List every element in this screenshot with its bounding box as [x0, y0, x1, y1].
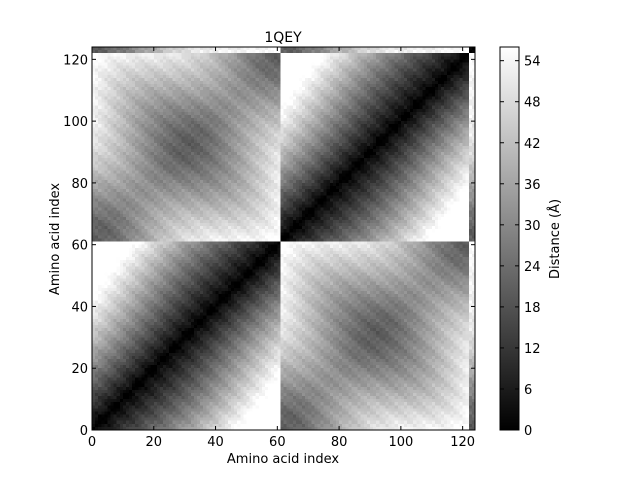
x-axis: 0 20 40 60 80 100 120 — [88, 47, 475, 450]
y-tick-label: 80 — [71, 177, 88, 192]
x-axis-label: Amino acid index — [227, 452, 339, 467]
colorbar-tick-label: 12 — [524, 342, 541, 357]
x-tick-label: 0 — [88, 435, 96, 450]
y-tick-label: 20 — [71, 362, 88, 377]
y-tick-label: 60 — [71, 239, 88, 254]
x-tick-label: 60 — [269, 435, 286, 450]
heatmap-plot-area — [92, 47, 475, 430]
x-tick-label: 20 — [146, 435, 163, 450]
colorbar-tick-label: 0 — [524, 424, 532, 439]
colorbar — [499, 46, 520, 431]
x-tick-label: 120 — [450, 435, 475, 450]
colorbar-tick-label: 48 — [524, 96, 541, 111]
heatmap-image — [92, 47, 475, 430]
chart-title: 1QEY — [264, 30, 302, 46]
y-tick-label: 100 — [63, 115, 88, 130]
x-tick-label: 40 — [207, 435, 224, 450]
y-axis: 0 20 40 60 80 100 120 — [63, 53, 475, 439]
x-tick-label: 100 — [388, 435, 413, 450]
y-tick-label: 40 — [71, 300, 88, 315]
colorbar-tick-label: 30 — [524, 219, 541, 234]
colorbar-tick-label: 54 — [524, 55, 541, 70]
colorbar-tick-label: 18 — [524, 301, 541, 316]
colorbar-ticks: 0 6 12 18 24 30 36 42 48 54 — [500, 55, 541, 439]
colorbar-tick-label: 36 — [524, 178, 541, 193]
colorbar-label: Distance (Å) — [547, 199, 563, 279]
plot-frame — [91, 46, 476, 431]
y-axis-label: Amino acid index — [48, 183, 63, 295]
colorbar-tick-label: 42 — [524, 137, 541, 152]
y-tick-label: 0 — [80, 424, 88, 439]
colorbar-tick-label: 6 — [524, 383, 532, 398]
y-tick-label: 120 — [63, 53, 88, 68]
x-tick-label: 80 — [331, 435, 348, 450]
colorbar-tick-label: 24 — [524, 260, 541, 275]
